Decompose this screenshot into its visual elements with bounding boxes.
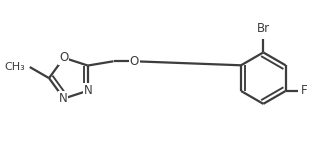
Text: N: N <box>84 84 93 97</box>
Text: Br: Br <box>257 22 270 35</box>
Text: N: N <box>59 92 67 105</box>
Text: O: O <box>130 55 139 68</box>
Text: O: O <box>59 51 68 64</box>
Text: CH₃: CH₃ <box>5 62 26 72</box>
Text: F: F <box>301 85 307 97</box>
